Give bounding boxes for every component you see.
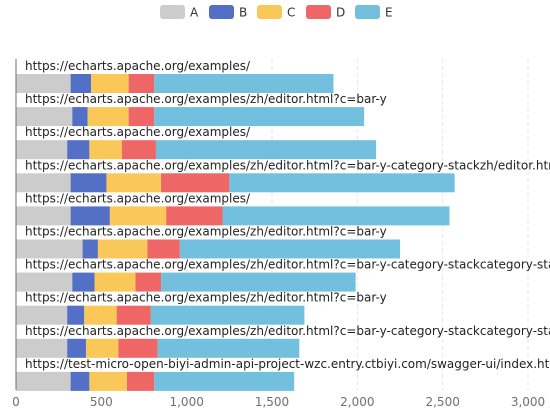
legend-label: E bbox=[385, 6, 393, 20]
bar-segment-a bbox=[16, 107, 73, 127]
legend-swatch bbox=[355, 5, 380, 19]
bar-segment-c bbox=[89, 371, 127, 391]
bar-segment-e bbox=[154, 107, 365, 127]
legend-swatch bbox=[306, 5, 331, 19]
category-label: https://echarts.apache.org/examples/zh/e… bbox=[25, 92, 387, 106]
category-label: https://echarts.apache.org/examples/zh/e… bbox=[25, 158, 550, 172]
legend-label: D bbox=[336, 6, 345, 20]
bar-segment-c bbox=[89, 140, 122, 160]
bar-segment-e bbox=[161, 272, 356, 292]
category-label: https://test-micro-open-biyi-admin-api-p… bbox=[25, 357, 550, 371]
legend-item-c[interactable]: C bbox=[257, 5, 295, 20]
bar-segment-e bbox=[154, 371, 295, 391]
bar-segment-b bbox=[72, 107, 88, 127]
bar-segment-a bbox=[16, 272, 73, 292]
bar-segment-c bbox=[85, 338, 119, 358]
category-label: https://echarts.apache.org/examples/ bbox=[25, 191, 251, 205]
legend-item-d[interactable]: D bbox=[306, 5, 345, 20]
chart-bars bbox=[16, 74, 455, 391]
legend-swatch bbox=[160, 5, 185, 19]
bar-segment-e bbox=[179, 239, 400, 259]
bar-segment-b bbox=[70, 74, 92, 93]
bar-segment-c bbox=[91, 74, 129, 93]
category-label: https://echarts.apache.org/examples/ bbox=[25, 125, 251, 139]
bar-segment-d bbox=[126, 371, 155, 391]
bar-segment-a bbox=[16, 74, 71, 93]
bar-segment-e bbox=[222, 206, 450, 226]
bar-segment-d bbox=[135, 272, 162, 292]
legend-item-b[interactable]: B bbox=[209, 5, 247, 20]
bar-segment-d bbox=[166, 206, 223, 226]
category-label: https://echarts.apache.org/examples/zh/e… bbox=[25, 324, 550, 338]
bar-segment-e bbox=[150, 305, 305, 325]
bar-segment-c bbox=[87, 107, 129, 127]
bar-segment-d bbox=[161, 173, 230, 193]
bar-segment-b bbox=[72, 272, 95, 292]
x-tick-label: 500 bbox=[90, 395, 113, 409]
bar-segment-e bbox=[154, 74, 334, 93]
legend-item-a[interactable]: A bbox=[160, 5, 199, 20]
bar-segment-b bbox=[82, 239, 98, 259]
legend-swatch bbox=[209, 5, 234, 19]
bar-segment-a bbox=[16, 305, 68, 325]
legend-label: A bbox=[190, 6, 199, 20]
bar-segment-c bbox=[97, 239, 148, 259]
bar-segment-c bbox=[106, 173, 162, 193]
bar-segment-b bbox=[70, 173, 107, 193]
legend-item-e[interactable]: E bbox=[355, 5, 393, 20]
bar-segment-b bbox=[70, 206, 110, 226]
bar-segment-e bbox=[229, 173, 455, 193]
bar-segment-b bbox=[67, 305, 85, 325]
category-label: https://echarts.apache.org/examples/zh/e… bbox=[25, 258, 550, 272]
legend-swatch bbox=[257, 5, 282, 19]
bar-segment-d bbox=[121, 140, 156, 160]
chart-axes: 0 500 1,000 1,500 2,000 2,500 3,000 bbox=[12, 59, 545, 409]
bar-segment-a bbox=[16, 206, 71, 226]
x-tick-label: 2,500 bbox=[425, 395, 459, 409]
bar-segment-a bbox=[16, 239, 83, 259]
bar-segment-c bbox=[94, 272, 136, 292]
x-tick-label: 1,500 bbox=[255, 395, 289, 409]
chart-gridlines bbox=[100, 59, 529, 390]
bar-segment-a bbox=[16, 371, 71, 391]
bar-segment-d bbox=[116, 305, 151, 325]
category-labels: https://echarts.apache.org/examples/http… bbox=[25, 59, 550, 371]
x-tick-label: 0 bbox=[12, 395, 20, 409]
bar-segment-a bbox=[16, 140, 68, 160]
bar-segment-d bbox=[128, 74, 155, 93]
bar-segment-b bbox=[67, 338, 86, 358]
category-label: https://echarts.apache.org/examples/ bbox=[25, 59, 251, 73]
x-tick-label: 3,000 bbox=[511, 395, 545, 409]
bar-segment-c bbox=[109, 206, 167, 226]
legend-label: B bbox=[239, 6, 247, 20]
bar-segment-b bbox=[70, 371, 90, 391]
bar-segment-d bbox=[147, 239, 180, 259]
bar-segment-d bbox=[118, 338, 158, 358]
bar-segment-e bbox=[157, 338, 300, 358]
x-tick-label: 1,000 bbox=[169, 395, 203, 409]
chart-legend[interactable]: A B C D E bbox=[160, 5, 393, 20]
category-label: https://echarts.apache.org/examples/zh/e… bbox=[25, 291, 387, 305]
bar-segment-a bbox=[16, 338, 68, 358]
bar-segment-d bbox=[128, 107, 155, 127]
bar-segment-e bbox=[155, 140, 377, 160]
bar-segment-b bbox=[67, 140, 90, 160]
bar-segment-a bbox=[16, 173, 71, 193]
category-label: https://echarts.apache.org/examples/zh/e… bbox=[25, 225, 387, 239]
legend-label: C bbox=[287, 6, 295, 20]
bar-segment-c bbox=[84, 305, 117, 325]
x-tick-label: 2,000 bbox=[340, 395, 374, 409]
